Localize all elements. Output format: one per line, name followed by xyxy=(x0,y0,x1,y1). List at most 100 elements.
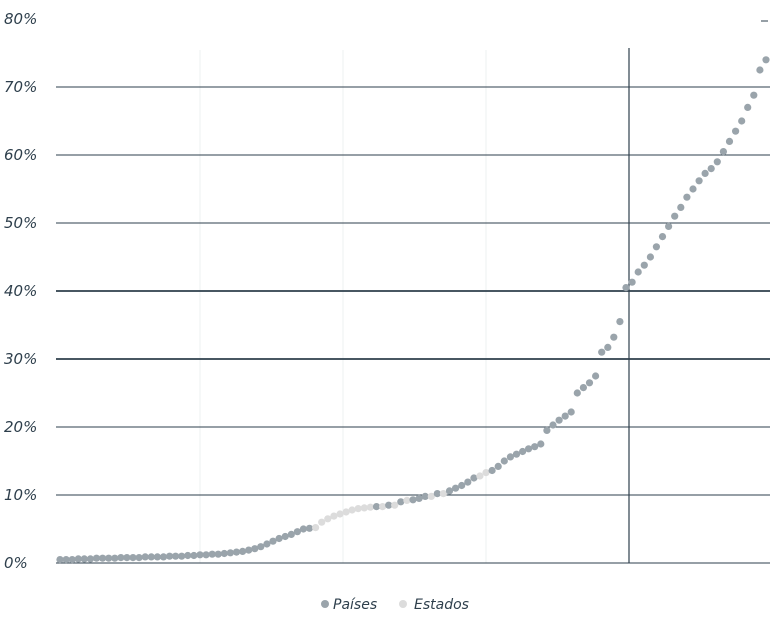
data-point-paises xyxy=(537,440,545,448)
data-point-paises xyxy=(166,552,174,560)
y-tick-label: 20% xyxy=(4,418,37,436)
data-point-paises xyxy=(135,554,143,562)
data-point-paises xyxy=(671,212,679,220)
data-point-estados xyxy=(391,501,399,509)
data-point-paises xyxy=(305,524,314,532)
data-point-estados xyxy=(476,472,484,480)
data-point-paises xyxy=(494,462,502,470)
data-point-paises xyxy=(421,492,429,500)
y-tick-label: 70% xyxy=(4,78,37,96)
data-point-paises xyxy=(433,490,441,498)
data-point-paises xyxy=(646,253,655,261)
data-point-paises xyxy=(634,268,642,276)
data-point-paises xyxy=(269,537,277,545)
y-tick-label: 40% xyxy=(4,282,37,300)
data-point-paises xyxy=(111,554,119,562)
data-point-paises xyxy=(263,540,271,548)
data-point-paises xyxy=(445,487,454,495)
data-point-paises xyxy=(707,165,715,173)
data-point-paises xyxy=(226,549,234,557)
data-point-paises xyxy=(190,551,198,560)
data-point-paises xyxy=(409,496,417,504)
data-point-paises xyxy=(665,222,673,230)
data-point-paises xyxy=(640,261,648,269)
data-point-paises xyxy=(573,389,581,397)
data-point-paises xyxy=(153,553,161,561)
data-point-paises xyxy=(762,56,770,64)
data-point-paises xyxy=(281,532,289,541)
data-point-estados xyxy=(403,496,411,504)
data-point-paises xyxy=(184,551,192,560)
legend-label-estados: Estados xyxy=(414,597,469,613)
data-point-paises xyxy=(719,148,728,156)
data-point-paises xyxy=(725,137,734,145)
data-point-paises xyxy=(385,501,393,509)
data-point-paises xyxy=(80,555,88,563)
data-point-paises xyxy=(610,333,618,341)
legend-marker-paises xyxy=(321,600,329,608)
data-point-paises xyxy=(585,379,594,387)
legend-label-paises: Países xyxy=(333,597,377,613)
data-point-paises xyxy=(239,547,247,556)
data-point-paises xyxy=(251,545,259,553)
data-point-paises xyxy=(159,553,168,561)
data-point-estados xyxy=(324,515,332,523)
data-point-paises xyxy=(592,372,600,380)
data-point-paises xyxy=(452,484,460,492)
data-point-paises xyxy=(372,503,381,511)
data-point-paises xyxy=(512,450,521,458)
data-point-paises xyxy=(701,169,709,177)
data-point-paises xyxy=(732,127,740,135)
data-point-paises xyxy=(86,555,94,563)
data-point-paises xyxy=(105,554,113,562)
data-point-paises xyxy=(415,494,423,502)
data-point-paises xyxy=(555,416,563,424)
data-point-paises xyxy=(62,556,70,564)
data-point-paises xyxy=(245,546,253,554)
data-point-paises xyxy=(458,481,466,490)
data-point-paises xyxy=(196,551,204,559)
data-point-estados xyxy=(360,504,368,512)
data-point-paises xyxy=(543,426,551,434)
y-tick-label: 0% xyxy=(4,554,28,572)
data-point-paises xyxy=(299,525,307,533)
data-point-paises xyxy=(464,478,472,486)
data-points xyxy=(56,56,770,564)
data-point-paises xyxy=(147,553,155,561)
data-point-paises xyxy=(208,550,216,558)
data-point-paises xyxy=(598,348,606,356)
data-point-paises xyxy=(658,233,667,241)
data-point-paises xyxy=(689,185,697,193)
data-point-paises xyxy=(56,556,64,564)
data-point-estados xyxy=(482,469,490,477)
y-tick-label: 50% xyxy=(4,214,37,232)
gridlines xyxy=(56,20,770,564)
data-point-estados xyxy=(379,503,387,511)
data-point-paises xyxy=(220,549,228,558)
data-point-paises xyxy=(141,553,149,561)
data-point-paises xyxy=(117,554,125,562)
data-point-estados xyxy=(354,505,362,513)
data-point-paises xyxy=(683,193,691,201)
data-point-paises xyxy=(604,343,612,351)
data-point-paises xyxy=(567,408,575,416)
data-point-paises xyxy=(287,530,295,539)
data-point-paises xyxy=(738,117,746,125)
data-point-paises xyxy=(470,474,478,482)
data-point-paises xyxy=(202,551,210,559)
data-point-paises xyxy=(123,554,131,562)
data-point-paises xyxy=(68,556,76,564)
data-point-estados xyxy=(312,524,320,532)
data-point-paises xyxy=(178,552,186,560)
data-point-paises xyxy=(74,555,82,563)
y-tick-label: 80% xyxy=(4,10,37,28)
data-point-estados xyxy=(330,512,338,520)
legend: Países Estados xyxy=(321,597,469,613)
data-point-paises xyxy=(652,243,661,251)
y-tick-label: 30% xyxy=(4,350,37,368)
data-point-estados xyxy=(348,506,356,514)
data-point-paises xyxy=(172,552,180,560)
y-axis-tick-labels: 0% 10% 20% 30% 40% 50% 60% 70% 80% xyxy=(4,10,37,572)
data-point-paises xyxy=(293,528,301,536)
